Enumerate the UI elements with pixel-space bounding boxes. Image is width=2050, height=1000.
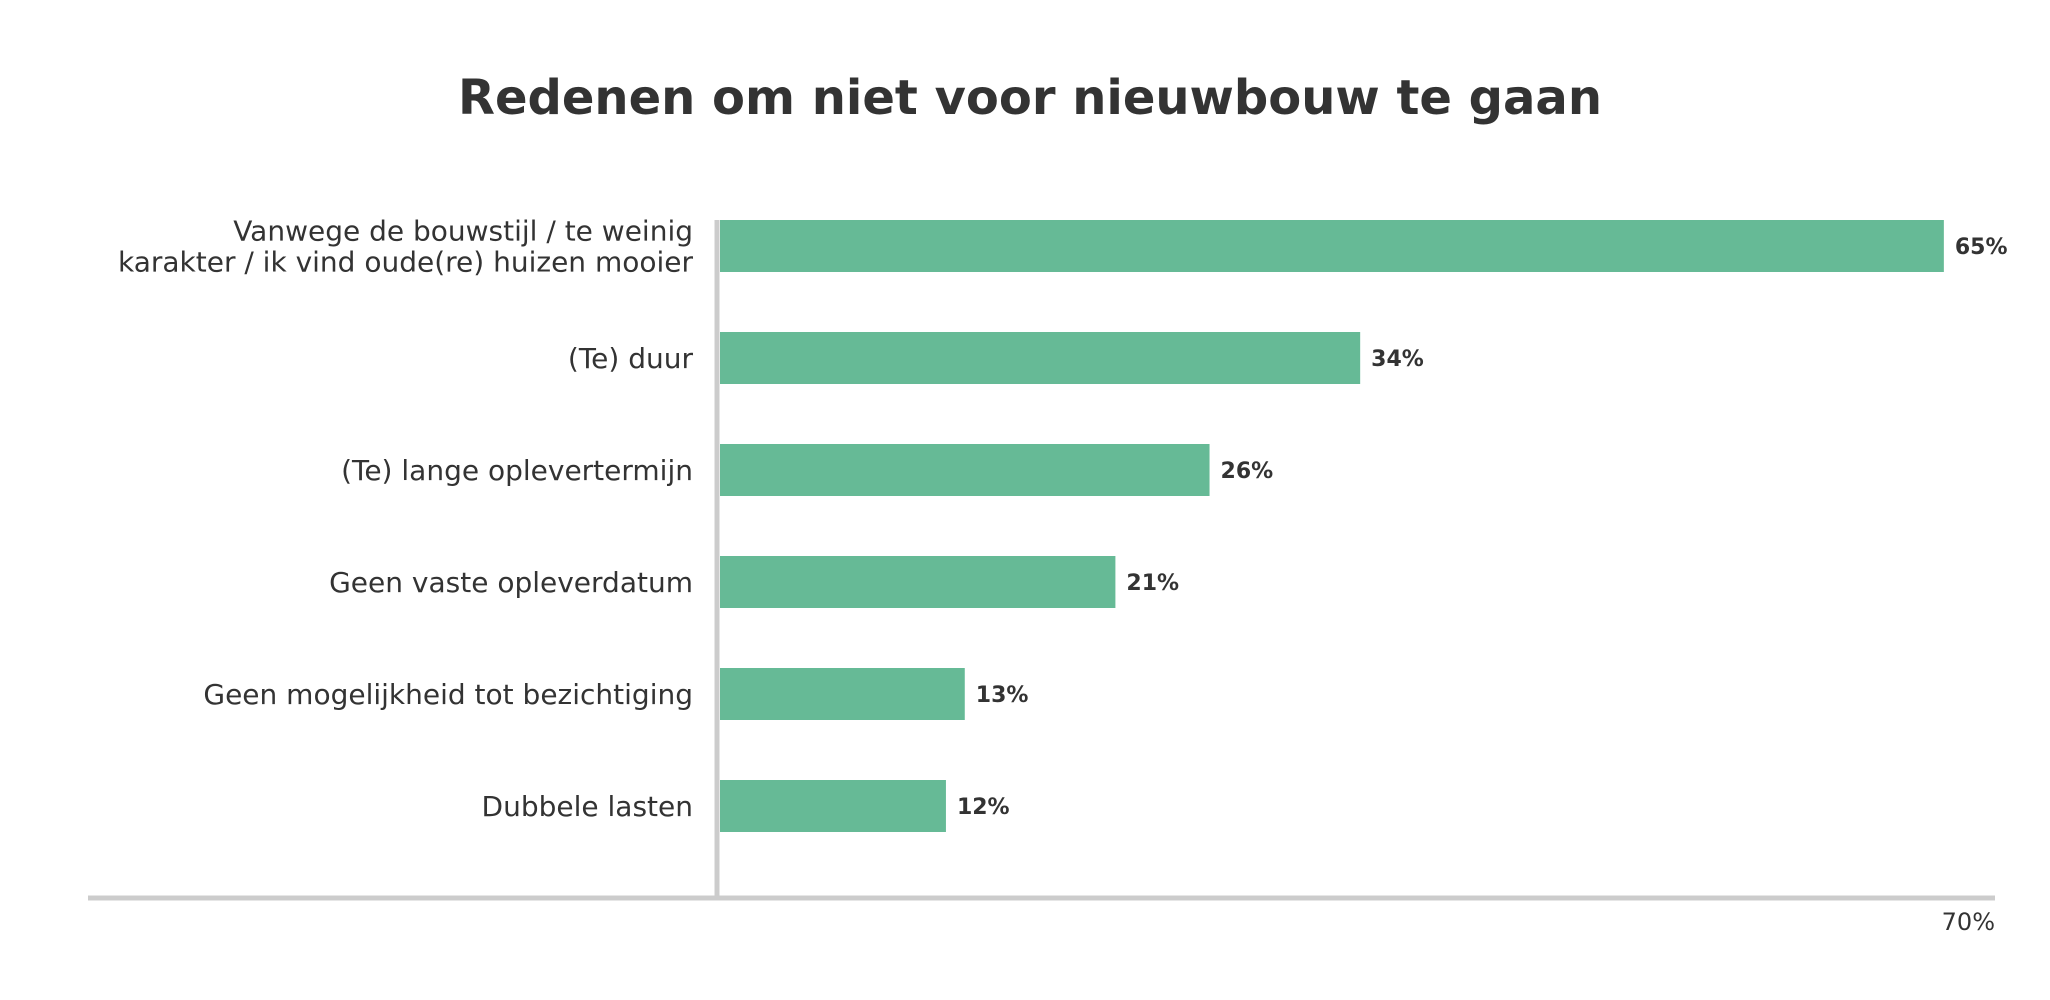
bar-2 (720, 444, 1210, 496)
bar-0 (720, 220, 1944, 272)
bar-4 (720, 668, 965, 720)
value-label: 26% (1221, 459, 1274, 484)
value-label: 21% (1126, 571, 1179, 596)
x-tick-label: 70% (1942, 908, 1995, 936)
category-label: Vanwege de bouwstijl / te weinig (233, 215, 693, 248)
category-label: Geen vaste opleverdatum (329, 566, 693, 599)
bars-layer (720, 220, 1944, 832)
bar-1 (720, 332, 1361, 384)
category-label: (Te) duur (568, 342, 694, 375)
bar-5 (720, 780, 946, 832)
labels-layer: 65% Vanwege de bouwstijl / te weinigkarak… (118, 215, 2008, 824)
bar-3 (720, 556, 1116, 608)
value-label: 34% (1371, 347, 1424, 372)
category-label: (Te) lange oplevertermijn (341, 454, 693, 487)
category-label: Geen mogelijkheid tot bezichtiging (203, 678, 693, 711)
category-label: karakter / ik vind oude(re) huizen mooie… (118, 246, 694, 279)
value-label: 65% (1955, 235, 2008, 260)
value-label: 12% (957, 795, 1010, 820)
category-label: Dubbele lasten (482, 790, 693, 823)
chart-title: Redenen om niet voor nieuwbouw te gaan (458, 70, 1602, 126)
value-label: 13% (976, 683, 1029, 708)
